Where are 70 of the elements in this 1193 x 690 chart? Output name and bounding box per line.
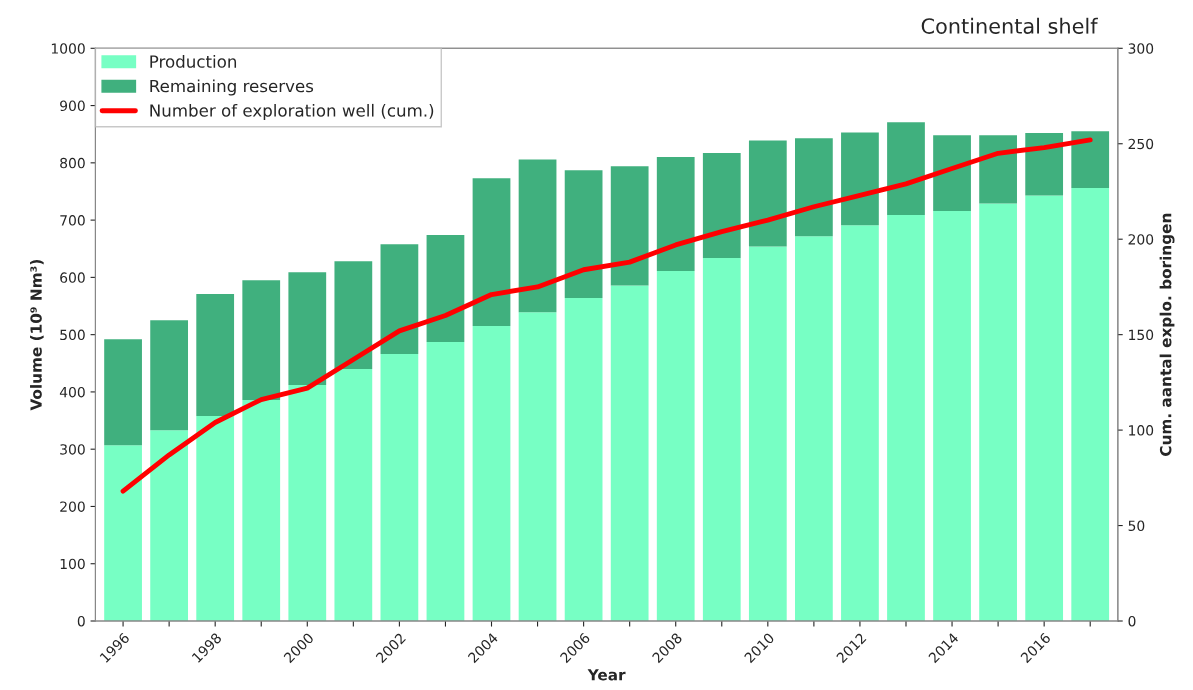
bar — [472, 326, 511, 621]
bar — [288, 385, 327, 621]
bar — [472, 178, 511, 327]
bar — [104, 445, 142, 621]
y2-tick-label: 200 — [1128, 234, 1154, 245]
y2-tick-label: 0 — [1128, 615, 1136, 627]
bar — [702, 153, 741, 258]
bar — [334, 369, 373, 621]
bar — [150, 320, 189, 431]
bar — [979, 135, 1017, 204]
bar — [564, 298, 603, 621]
bar — [1025, 133, 1064, 196]
y-tick-label: 600 — [60, 272, 85, 283]
bar — [610, 285, 649, 621]
y-axis-title: Volume (10⁹ Nm³) — [30, 260, 44, 411]
bar — [426, 342, 465, 621]
y-tick-label: 100 — [60, 558, 85, 570]
bar — [426, 235, 465, 343]
bar — [887, 122, 925, 215]
bar — [795, 138, 833, 237]
x-axis-title: Year — [587, 669, 626, 681]
chart-title: Continental shelf — [921, 17, 1098, 34]
y-tick-label: 800 — [60, 157, 85, 169]
bar — [656, 271, 695, 621]
bar — [518, 312, 557, 621]
bar — [196, 293, 235, 416]
y-tick-label: 300 — [60, 444, 85, 455]
bar — [748, 140, 787, 247]
bar — [933, 210, 971, 621]
bar — [656, 157, 695, 272]
bar — [702, 257, 741, 621]
bar — [380, 354, 419, 621]
bar — [518, 159, 557, 313]
bar — [1025, 195, 1064, 621]
y2-tick-label: 100 — [1129, 425, 1154, 436]
bar — [979, 203, 1017, 621]
y-tick-label: 900 — [60, 100, 85, 112]
bar — [933, 135, 971, 211]
bar — [104, 339, 142, 446]
bar — [841, 132, 879, 226]
legend-label: Production — [150, 54, 237, 68]
bar — [242, 399, 281, 621]
y2-tick-label: 300 — [1128, 43, 1154, 54]
bar — [748, 246, 787, 621]
y2-tick-label: 250 — [1128, 138, 1154, 150]
y-tick-label: 700 — [60, 215, 85, 226]
y2-axis-title: Cum. aantal explo. boringen — [1159, 213, 1175, 456]
bar — [150, 430, 189, 621]
y-tick-label: 400 — [59, 386, 85, 398]
bar — [1071, 188, 1110, 621]
y-tick-label: 200 — [60, 501, 85, 512]
bar — [887, 214, 925, 621]
y2-tick-label: 50 — [1128, 520, 1145, 532]
y2-tick-label: 150 — [1129, 329, 1154, 341]
bar — [242, 280, 281, 400]
bar — [380, 244, 419, 355]
bar — [564, 170, 603, 298]
bar — [288, 272, 327, 386]
legend-label: Number of exploration well (cum.) — [150, 103, 434, 121]
y-tick-label: 500 — [60, 329, 85, 341]
bar — [841, 225, 879, 621]
y-tick-label: 1000 — [51, 43, 85, 54]
bar — [196, 415, 235, 621]
y-tick-label: 0 — [77, 615, 85, 627]
bar — [1071, 131, 1110, 189]
legend-label: Remaining reserves — [150, 79, 314, 96]
line-series — [120, 137, 1093, 494]
bar — [334, 261, 373, 370]
bar — [610, 166, 649, 286]
bar — [795, 236, 833, 621]
